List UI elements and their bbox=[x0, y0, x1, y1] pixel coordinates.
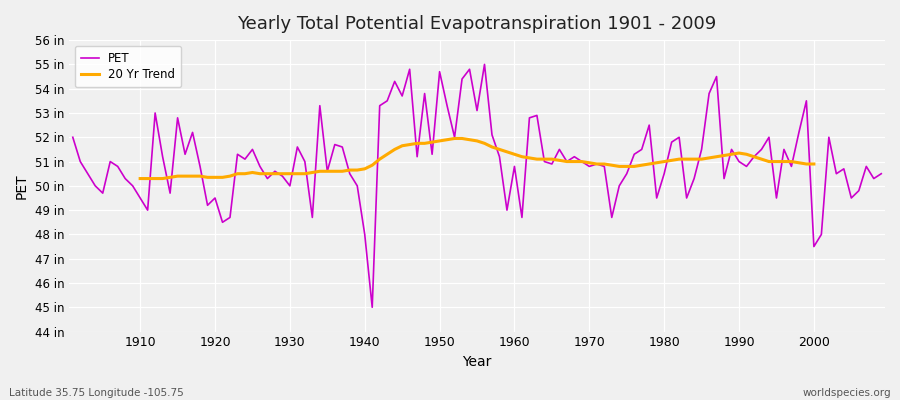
PET bbox=[367, 305, 378, 310]
PET bbox=[524, 116, 535, 120]
PET bbox=[337, 144, 347, 149]
Text: Latitude 35.75 Longitude -105.75: Latitude 35.75 Longitude -105.75 bbox=[9, 388, 184, 398]
20 Yr Trend bbox=[794, 160, 805, 165]
Line: 20 Yr Trend: 20 Yr Trend bbox=[140, 138, 814, 178]
PET bbox=[517, 215, 527, 220]
PET bbox=[876, 171, 886, 176]
Title: Yearly Total Potential Evapotranspiration 1901 - 2009: Yearly Total Potential Evapotranspiratio… bbox=[238, 15, 716, 33]
Legend: PET, 20 Yr Trend: PET, 20 Yr Trend bbox=[75, 46, 181, 87]
20 Yr Trend bbox=[449, 136, 460, 141]
Y-axis label: PET: PET bbox=[15, 173, 29, 199]
20 Yr Trend bbox=[135, 176, 146, 181]
20 Yr Trend bbox=[217, 175, 228, 180]
X-axis label: Year: Year bbox=[463, 355, 491, 369]
PET bbox=[479, 62, 490, 67]
PET bbox=[614, 184, 625, 188]
PET bbox=[127, 184, 138, 188]
20 Yr Trend bbox=[808, 162, 819, 166]
PET bbox=[292, 144, 302, 149]
PET bbox=[68, 135, 78, 140]
20 Yr Trend bbox=[801, 162, 812, 166]
20 Yr Trend bbox=[307, 170, 318, 175]
Text: worldspecies.org: worldspecies.org bbox=[803, 388, 891, 398]
20 Yr Trend bbox=[292, 171, 302, 176]
20 Yr Trend bbox=[711, 154, 722, 159]
Line: PET: PET bbox=[73, 64, 881, 307]
